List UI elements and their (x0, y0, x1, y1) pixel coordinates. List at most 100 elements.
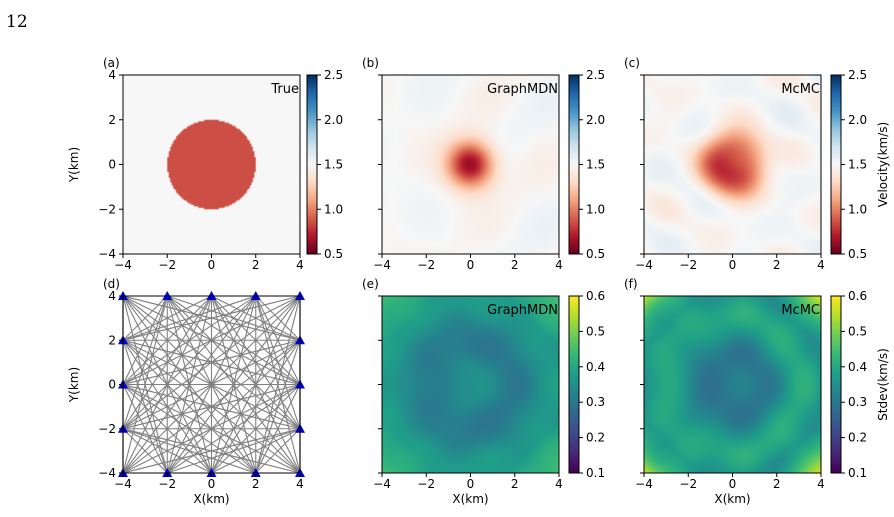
x-tick-label: 2 (252, 258, 260, 272)
x-axis-label: X(km) (714, 492, 750, 506)
colorbar-gradient (569, 296, 579, 473)
x-tick-label: 2 (773, 477, 781, 491)
y-tick-label: −4 (98, 466, 116, 480)
colorbar-gradient (569, 75, 579, 254)
panel-letter: (d) (103, 277, 120, 291)
colorbar-frame (568, 295, 580, 474)
panel-title: GraphMDN (487, 303, 558, 318)
panel-title: McMC (781, 82, 820, 97)
ray-path (122, 295, 168, 341)
ray-path (122, 339, 257, 474)
ray-path (122, 295, 257, 430)
x-tick-label: 0 (208, 477, 216, 491)
colorbar-tick-label: 0.5 (848, 247, 867, 261)
panel-a: −4−4−2−2002244(a)True0.51.01.52.02.5Y(km… (67, 56, 343, 272)
colorbar-tick-label: 1.0 (848, 202, 867, 216)
ray-path (122, 339, 301, 386)
x-tick-label: 2 (252, 477, 260, 491)
panel-title: McMC (781, 303, 820, 318)
panel-e: −4 −2 0 2 4 (e) GraphMDN 0.1 0.2 0.3 0.4 0.5 0.6 X(km… (362, 277, 605, 506)
colorbar-gradient (831, 296, 841, 473)
colorbar-gradient (307, 75, 317, 254)
y-tick-label: −2 (98, 422, 116, 436)
colorbar-tick-label: 2.5 (848, 68, 867, 82)
x-tick-label: 2 (511, 258, 519, 272)
colorbar-tick-label: 0.6 (848, 289, 867, 303)
colorbar-tick-label: 0.5 (324, 247, 343, 261)
colorbar-a: 0.5 1.0 1.5 2.0 2.5 (306, 68, 343, 261)
colorbar-tick-label: 0.5 (586, 324, 605, 338)
x-tick-label: 4 (555, 258, 563, 272)
colorbar-e: 0.1 0.2 0.3 0.4 0.5 0.6 (568, 289, 605, 480)
y-tick-label: 4 (108, 289, 116, 303)
panel-c: −4 −2 0 2 4 (c) McMC 0.5 1.0 1.5 2.0 2.5 Velocity(km… (624, 56, 890, 272)
colorbar-label: Stdev(km/s) (876, 348, 890, 421)
colorbar-tick-label: 1.5 (848, 158, 867, 172)
colorbar-tick-label: 0.2 (586, 431, 605, 445)
colorbar-b: 0.5 1.0 1.5 2.0 2.5 (568, 68, 605, 261)
x-tick-label: 4 (555, 477, 563, 491)
ray-path (255, 340, 301, 474)
ray-path (122, 383, 301, 430)
colorbar-tick-label: 1.0 (586, 202, 605, 216)
x-tick-label: −2 (679, 477, 697, 491)
colorbar-tick-label: 2.5 (324, 68, 343, 82)
ray-path (122, 428, 212, 474)
y-tick-label: 0 (108, 158, 116, 172)
panel-letter: (a) (103, 56, 120, 70)
colorbar-tick-label: 1.5 (586, 158, 605, 172)
colorbar-tick-label: 0.3 (586, 395, 605, 409)
ray-paths (122, 295, 301, 474)
colorbar-tick-label: 1.0 (324, 202, 343, 216)
x-tick-label: 4 (817, 477, 825, 491)
heatmap-a (123, 75, 300, 254)
ray-path (122, 295, 301, 341)
x-tick-label: −4 (114, 477, 132, 491)
ray-path (255, 428, 301, 474)
heatmap-b (382, 75, 559, 254)
x-tick-label: −4 (635, 477, 653, 491)
panel-letter: (f) (624, 277, 638, 291)
panel-f: −4 −2 0 2 4 (f) McMC 0.1 0.2 0.3 0.4 0.5 0.6 Stdev(km… (624, 277, 890, 506)
x-tick-label: −4 (635, 258, 653, 272)
colorbar-tick-label: 0.1 (586, 466, 605, 480)
x-tick-label: 0 (467, 258, 475, 272)
x-tick-label: −4 (373, 258, 391, 272)
colorbar-frame (830, 295, 842, 474)
panel-letter: (c) (624, 56, 640, 70)
x-tick-label: 0 (467, 477, 475, 491)
panel-title: True (270, 82, 299, 97)
x-axis-label: X(km) (193, 492, 229, 506)
panel-letter: (b) (362, 56, 379, 70)
colorbar-tick-label: 2.0 (324, 113, 343, 127)
heatmap-c (644, 75, 821, 254)
x-tick-label: −2 (417, 477, 435, 491)
y-axis-label: Y(km) (67, 367, 81, 403)
colorbar-tick-label: 0.6 (586, 289, 605, 303)
colorbar-label: Velocity(km/s) (876, 122, 890, 207)
colorbar-tick-label: 0.3 (848, 395, 867, 409)
x-tick-label: 2 (511, 477, 519, 491)
x-tick-label: −4 (114, 258, 132, 272)
x-tick-label: 4 (296, 258, 304, 272)
panel-title: GraphMDN (487, 82, 558, 97)
x-tick-label: −4 (373, 477, 391, 491)
colorbar-tick-label: 2.0 (848, 113, 867, 127)
y-tick-label: 2 (108, 113, 116, 127)
colorbar-tick-label: 1.5 (324, 158, 343, 172)
x-tick-label: −2 (158, 258, 176, 272)
colorbar-tick-label: 0.2 (848, 431, 867, 445)
colorbar-f: 0.1 0.2 0.3 0.4 0.5 0.6 Stdev(km/s) (830, 289, 890, 480)
y-tick-label: 4 (108, 68, 116, 82)
y-tick-label: −4 (98, 247, 116, 261)
ray-path (255, 295, 301, 429)
colorbar-tick-label: 0.1 (848, 466, 867, 480)
ray-path (255, 295, 301, 341)
x-tick-label: 2 (773, 258, 781, 272)
x-tick-label: −2 (417, 258, 435, 272)
y-tick-label: −2 (98, 202, 116, 216)
colorbar-c: 0.5 1.0 1.5 2.0 2.5 Velocity(km/s) (830, 68, 890, 261)
y-axis-label: Y(km) (67, 147, 81, 183)
